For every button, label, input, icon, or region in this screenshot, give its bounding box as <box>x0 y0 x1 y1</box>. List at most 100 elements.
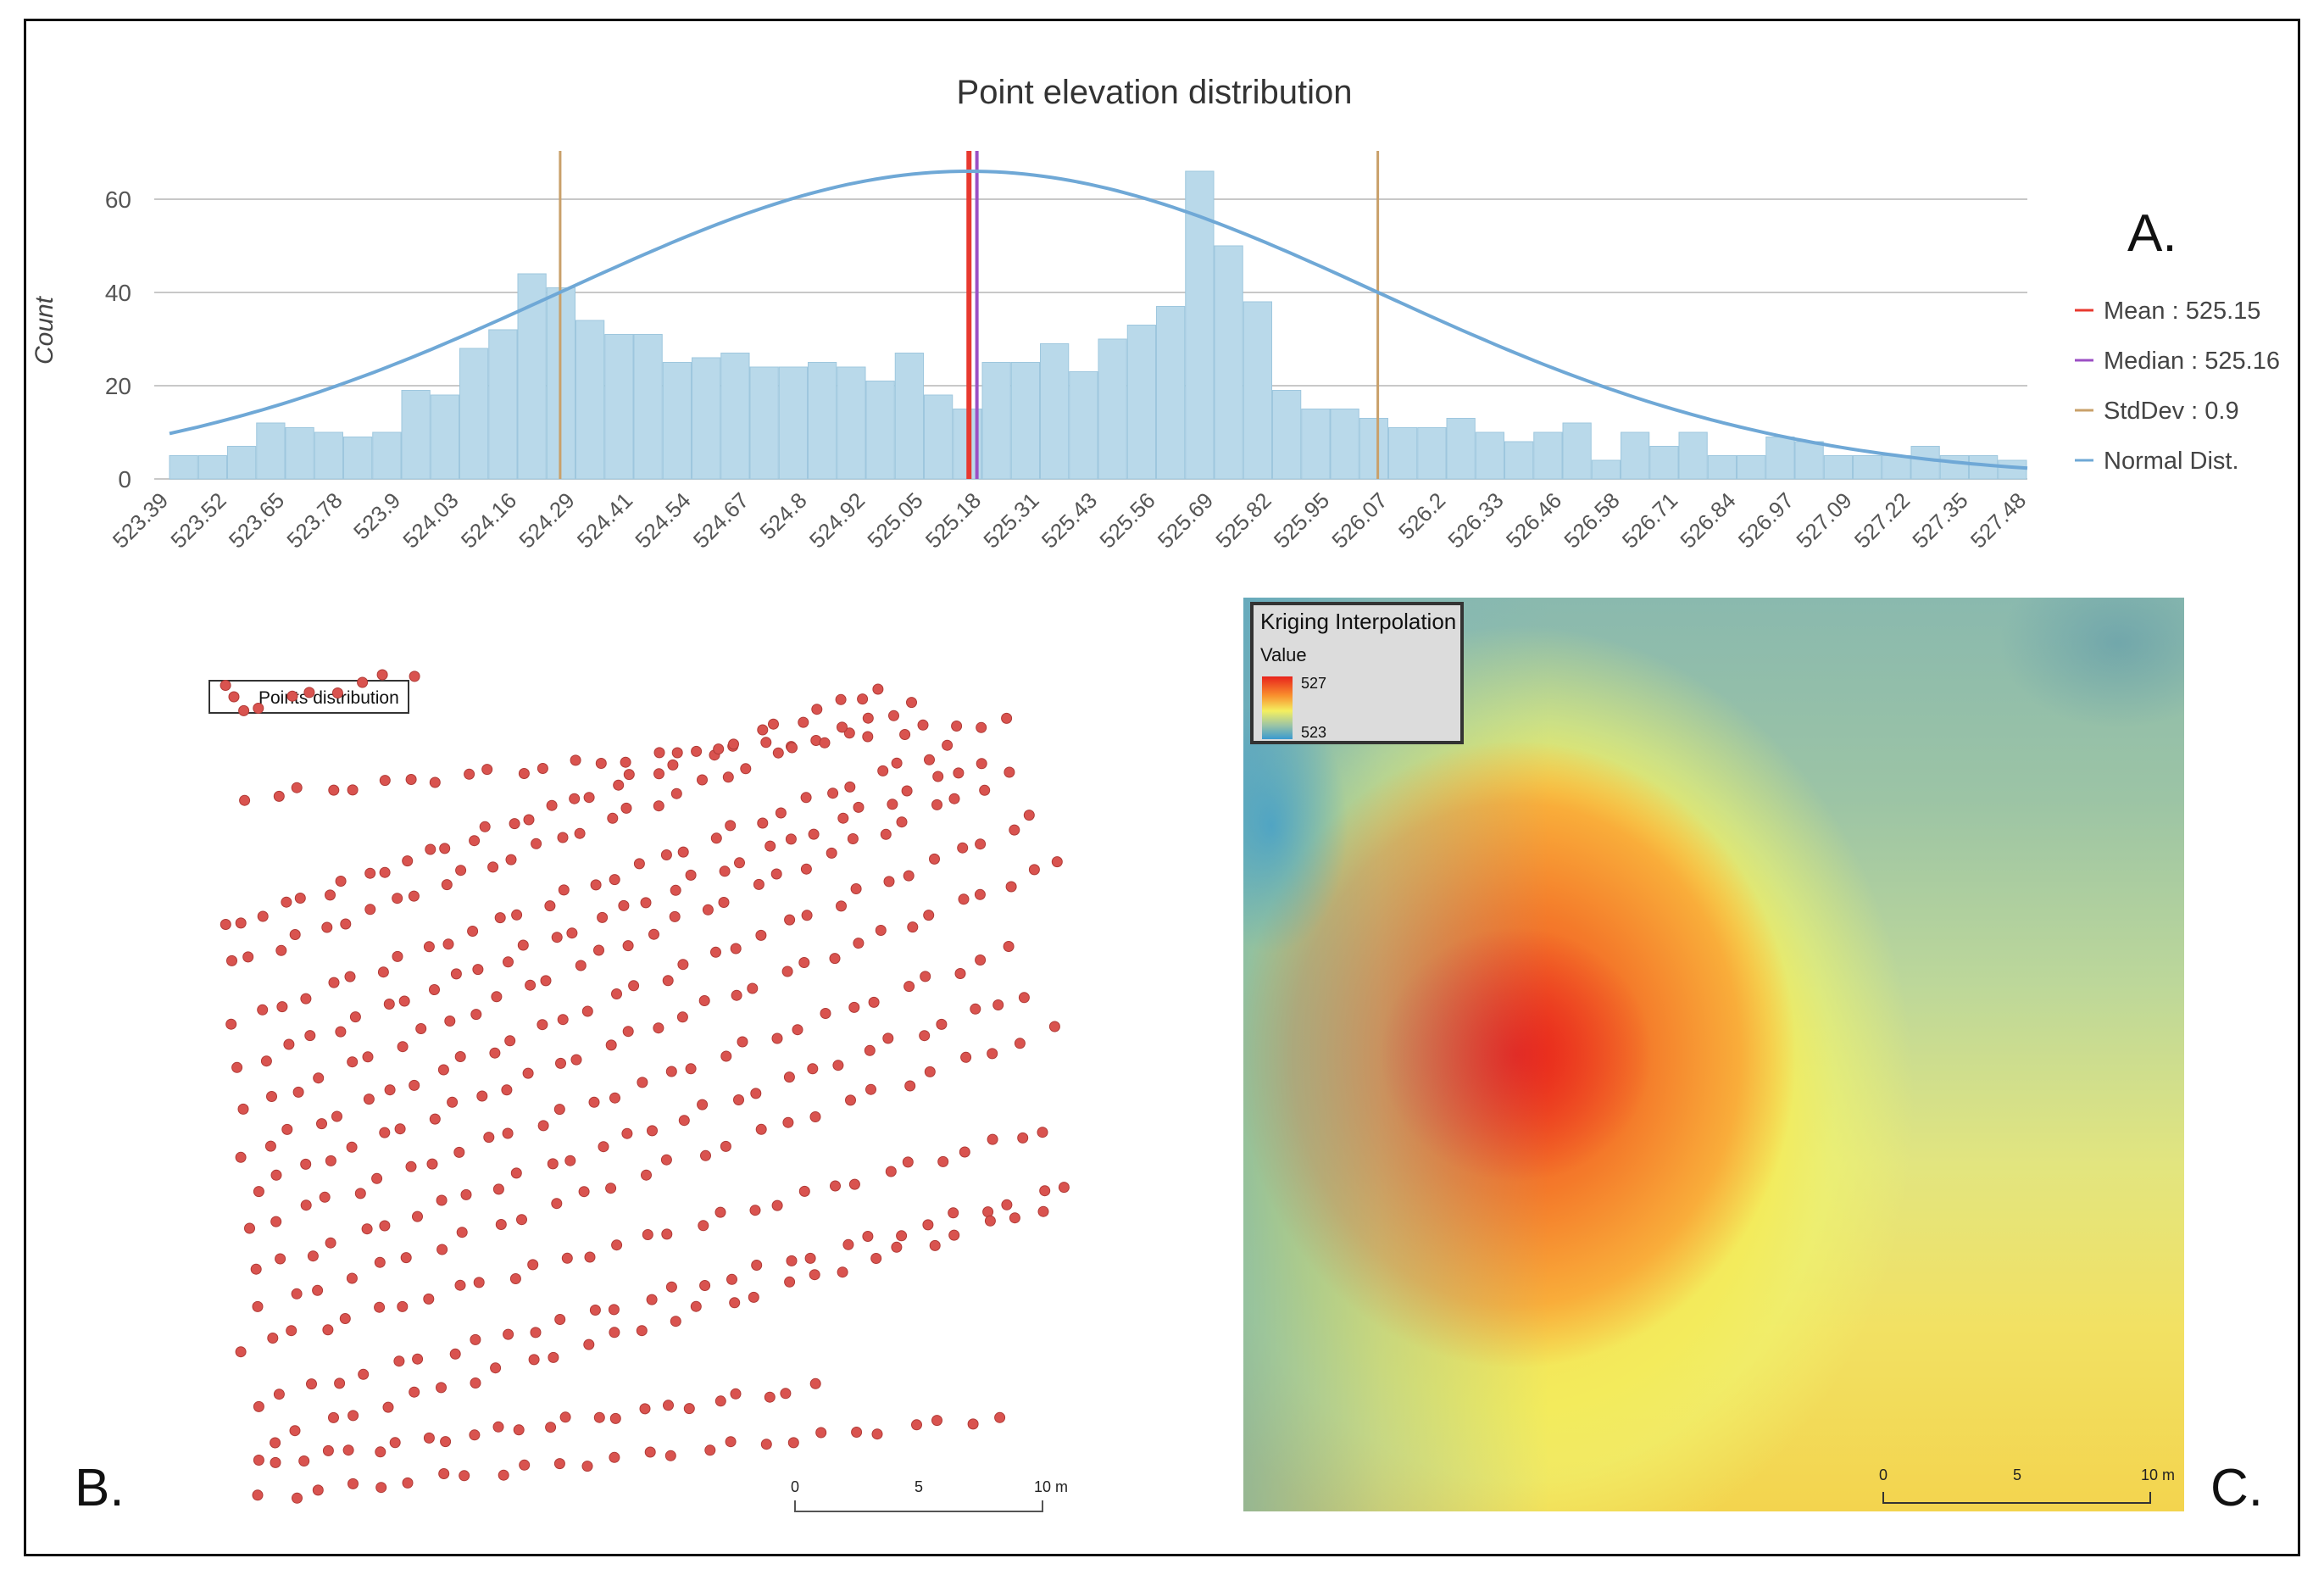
survey-point <box>815 1427 827 1439</box>
survey-point <box>976 758 987 770</box>
kriging-legend-min: 523 <box>1301 724 1327 741</box>
survey-point <box>755 1123 767 1135</box>
survey-point <box>942 739 954 751</box>
survey-point <box>809 1377 821 1389</box>
survey-point <box>581 1005 593 1017</box>
survey-point <box>628 980 640 992</box>
survey-point <box>267 1333 279 1344</box>
survey-point <box>845 1094 856 1106</box>
histogram-chart: Point elevation distribution Count 523.3… <box>31 74 2280 553</box>
survey-point <box>653 747 665 759</box>
survey-point <box>734 857 745 869</box>
survey-point <box>588 1096 600 1108</box>
survey-point <box>501 1084 513 1096</box>
histogram-bar <box>1737 455 1766 480</box>
survey-point <box>871 1428 883 1440</box>
histogram-bar <box>633 334 663 480</box>
normal-distribution-curve <box>169 169 2028 470</box>
survey-point <box>544 900 556 912</box>
survey-point <box>498 1469 509 1481</box>
survey-point <box>429 1113 441 1125</box>
survey-point <box>456 1227 468 1238</box>
survey-point <box>725 820 737 832</box>
survey-point <box>697 774 708 786</box>
survey-point <box>531 838 542 849</box>
survey-point <box>698 1220 709 1232</box>
survey-point <box>377 966 389 978</box>
survey-point <box>557 1014 569 1026</box>
survey-point <box>476 1090 488 1102</box>
survey-point <box>937 1155 949 1167</box>
histogram-bar <box>1678 431 1708 480</box>
survey-point <box>958 893 970 905</box>
survey-point <box>440 1436 452 1448</box>
survey-point <box>450 968 462 980</box>
histogram-bar <box>1591 459 1621 480</box>
survey-point <box>725 1436 737 1448</box>
survey-point <box>334 1377 346 1389</box>
survey-point <box>321 921 333 933</box>
survey-point <box>1037 1205 1049 1217</box>
survey-point <box>807 1063 819 1075</box>
survey-point <box>903 981 915 993</box>
survey-point <box>590 879 602 891</box>
survey-point <box>622 1026 634 1038</box>
histogram-bar <box>197 455 227 480</box>
survey-point <box>809 1111 821 1122</box>
survey-point <box>253 703 264 714</box>
survey-point <box>225 1018 237 1030</box>
survey-point <box>660 1154 672 1166</box>
survey-point <box>967 1418 979 1430</box>
survey-point <box>516 1214 527 1226</box>
survey-point <box>438 1468 450 1479</box>
survey-point <box>303 687 315 698</box>
survey-point <box>862 712 874 724</box>
survey-point <box>751 1260 763 1271</box>
survey-point <box>786 1255 798 1266</box>
survey-point <box>519 1459 531 1471</box>
survey-point <box>827 788 839 799</box>
survey-point <box>545 1422 557 1433</box>
survey-point <box>509 818 520 830</box>
survey-point <box>408 890 420 902</box>
survey-point <box>559 1411 571 1423</box>
survey-point <box>426 1158 438 1170</box>
survey-point <box>848 1178 860 1190</box>
survey-point <box>412 1353 424 1365</box>
survey-point <box>714 1206 726 1218</box>
survey-point <box>896 816 908 828</box>
histogram-bar <box>256 422 286 480</box>
survey-point <box>885 1166 897 1177</box>
survey-point <box>509 1273 521 1284</box>
survey-point <box>853 801 865 813</box>
survey-point <box>1009 1212 1020 1224</box>
survey-point <box>547 1158 559 1170</box>
survey-point <box>664 1450 676 1461</box>
survey-point <box>605 1183 617 1194</box>
survey-point <box>848 1001 860 1013</box>
survey-point <box>772 747 784 759</box>
survey-point <box>1009 824 1020 836</box>
survey-point <box>379 775 391 787</box>
survey-point <box>460 1188 472 1200</box>
histogram-bar <box>1882 455 1911 480</box>
survey-point <box>328 784 340 796</box>
survey-point <box>646 1294 658 1305</box>
survey-point <box>275 1253 286 1265</box>
survey-point <box>1001 712 1013 724</box>
survey-point <box>832 1060 844 1071</box>
survey-point <box>490 1362 502 1374</box>
survey-point <box>891 757 903 769</box>
survey-point <box>753 878 764 890</box>
survey-point <box>677 959 689 971</box>
survey-point <box>375 1446 386 1458</box>
survey-point <box>557 832 569 843</box>
survey-point <box>312 1484 324 1496</box>
survey-point <box>771 1032 783 1044</box>
survey-point <box>469 1429 481 1441</box>
survey-point <box>346 1272 358 1284</box>
survey-point <box>575 960 587 971</box>
survey-point <box>618 899 630 911</box>
survey-point <box>911 1419 922 1431</box>
histogram-bar <box>1504 441 1534 480</box>
